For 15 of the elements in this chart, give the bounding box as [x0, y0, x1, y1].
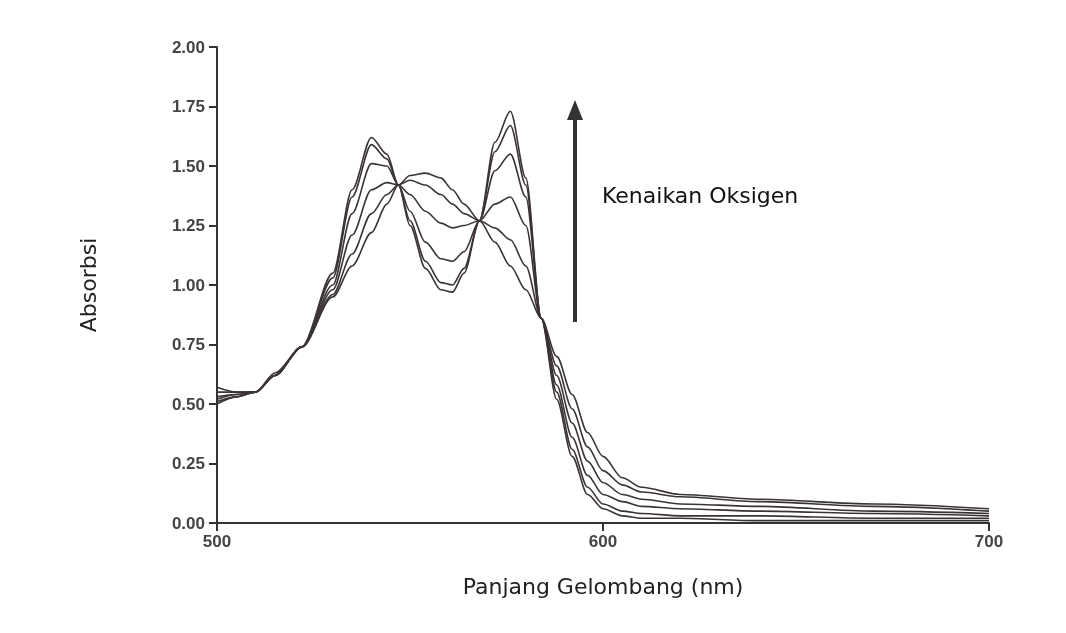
y-tick-label: 0.75: [171, 335, 205, 354]
y-tick-label: 1.75: [171, 97, 205, 116]
y-tick-label: 1.00: [171, 275, 205, 295]
x-tick-label: 700: [974, 532, 1004, 551]
y-tick-label: 0.00: [171, 513, 205, 533]
annotation: Kenaikan Oksigen: [602, 183, 799, 208]
y-tick-label: 1.25: [171, 216, 205, 235]
y-tick-label: 0.50: [171, 394, 205, 414]
x-tick-label: 500: [202, 532, 232, 551]
y-axis-title: Absorbsi: [75, 237, 101, 333]
y-tick-label: 1.50: [171, 156, 205, 176]
x-axis-title: Panjang Gelombang (nm): [462, 573, 744, 599]
y-tick-label: 0.25: [171, 454, 205, 473]
y-tick-label: 2.00: [171, 37, 205, 57]
x-tick-label: 600: [588, 532, 618, 551]
